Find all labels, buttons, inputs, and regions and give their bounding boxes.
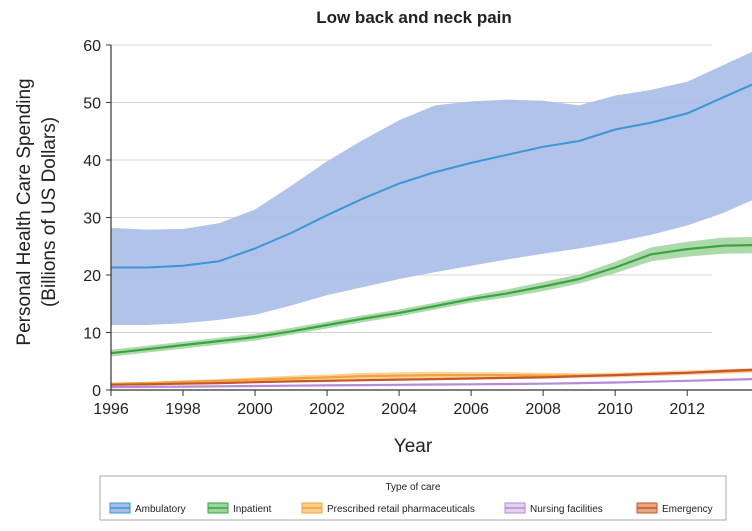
band-ambulatory: [111, 51, 752, 326]
band-prescribed-retail-pharmaceuticals: [111, 368, 752, 385]
x-tick-label-2008: 2008: [525, 401, 561, 418]
x-tick-label-2006: 2006: [453, 401, 489, 418]
x-tick-label-2002: 2002: [309, 401, 345, 418]
x-axis-label: Year: [394, 436, 433, 457]
y-tick-label-60: 60: [83, 38, 101, 55]
x-tick-label-2012: 2012: [669, 401, 705, 418]
legend-box: [99, 475, 727, 521]
y-tick-label-0: 0: [92, 383, 101, 400]
line-inpatient: [110, 244, 752, 355]
legend-label-ambulatory: Ambulatory: [135, 504, 186, 515]
legend-label-inpatient: Inpatient: [233, 504, 272, 515]
y-tick-label-50: 50: [83, 96, 101, 113]
y-tick-label-30: 30: [83, 211, 101, 228]
y-tick-label-40: 40: [83, 153, 101, 170]
y-tick-label-20: 20: [83, 268, 101, 285]
x-tick-layer: 1996 1998 2000 2002 2004 2006 2008 2010 2012: [93, 390, 705, 418]
legend-title: Type of care: [385, 482, 440, 493]
x-tick-label-2010: 2010: [597, 401, 633, 418]
x-tick-label-1996: 1996: [93, 401, 129, 418]
y-tick-label-10: 10: [83, 326, 101, 343]
legend-items: Ambulatory Inpatient Prescribed retail pha…: [109, 502, 713, 515]
legend-label-nursing-facilities: Nursing facilities: [530, 504, 603, 515]
legend: Type of care Ambulatory Inpatient Prescrib…: [99, 475, 727, 521]
x-tick-label-1998: 1998: [165, 401, 201, 418]
y-axis-label-units: (Billions of US Dollars): [39, 117, 60, 307]
chart-title: Low back and neck pain: [316, 8, 512, 27]
x-tick-label-2000: 2000: [237, 401, 273, 418]
line-ambulatory: [111, 83, 752, 269]
line-layer: [110, 83, 752, 389]
line-emergency: [110, 368, 752, 386]
legend-label-prescribed-retail-pharmaceuticals: Prescribed retail pharmaceuticals: [327, 504, 475, 515]
y-tick-layer: 0 10 20 30 40 50 60: [83, 38, 111, 400]
legend-label-emergency: Emergency: [662, 504, 713, 515]
line-nursing-facilities: [110, 378, 752, 389]
y-axis-label: Personal Health Care Spending: [14, 78, 35, 345]
x-tick-label-2004: 2004: [381, 401, 417, 418]
